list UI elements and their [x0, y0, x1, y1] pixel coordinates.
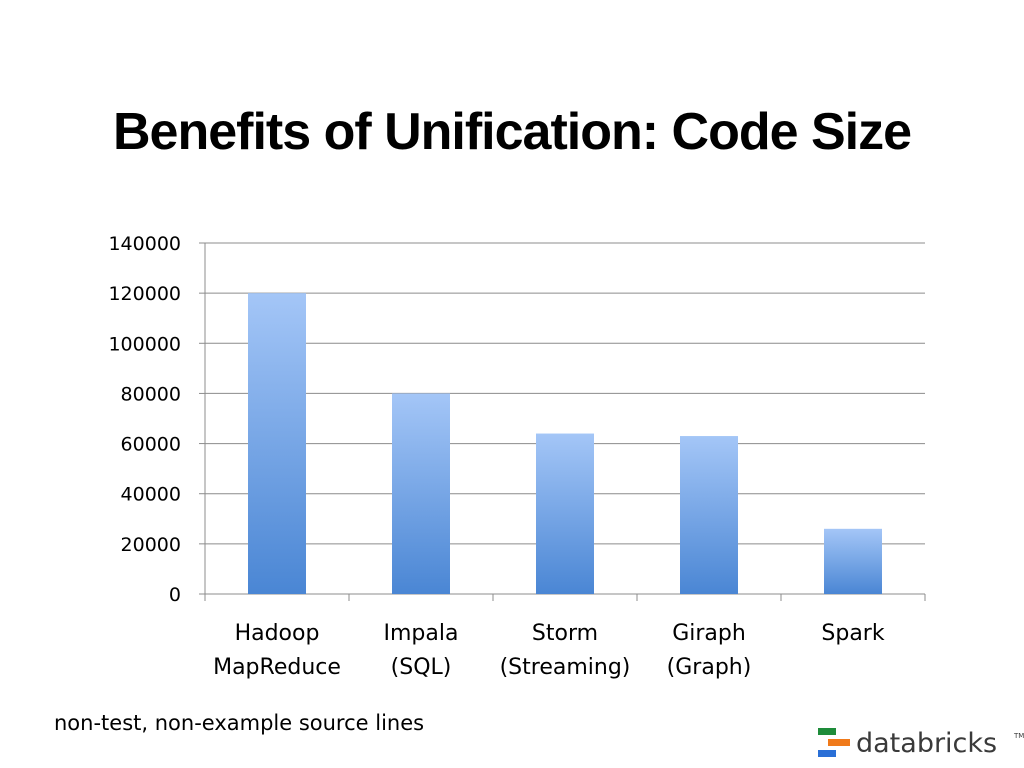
x-tick-label: (Streaming) — [500, 655, 631, 680]
footnote: non-test, non-example source lines — [54, 711, 425, 735]
y-tick-label: 120000 — [108, 283, 181, 305]
y-tick-label: 140000 — [108, 233, 181, 255]
logo-trademark: TM — [1014, 732, 1024, 740]
bar — [392, 393, 450, 594]
databricks-logo-icon — [818, 728, 852, 760]
x-tick-labels: Hadoop MapReduce Impala (SQL) Storm (Streamin… — [213, 621, 885, 680]
bars — [248, 293, 882, 594]
bar-chart: 020000400006000080000100000120000140000 … — [108, 233, 926, 680]
databricks-logo: databricks TM — [818, 724, 1024, 764]
logo-wordmark: databricks — [856, 728, 998, 759]
bar — [536, 433, 594, 594]
y-tick-label: 20000 — [121, 534, 181, 556]
x-tick-label: Impala — [384, 621, 459, 646]
x-tick-label: (Graph) — [667, 655, 752, 680]
x-tick-label: Storm — [532, 621, 598, 646]
bar — [680, 436, 738, 594]
y-tick-label: 0 — [169, 584, 181, 606]
x-tick-label: Giraph — [672, 621, 746, 646]
x-tick-label: MapReduce — [213, 655, 341, 680]
y-tick-label: 80000 — [121, 383, 181, 405]
y-tick-label: 40000 — [121, 484, 181, 506]
slide-title: Benefits of Unification: Code Size — [112, 103, 912, 161]
x-tick-label: (SQL) — [391, 655, 452, 680]
y-tick-label: 60000 — [121, 434, 181, 456]
y-tick-label: 100000 — [108, 333, 181, 355]
x-tick-label: Hadoop — [235, 621, 320, 646]
bar — [248, 293, 306, 594]
bar — [824, 528, 882, 594]
x-tick-label: Spark — [821, 621, 884, 646]
y-tick-labels: 0 20000 40000 60000 80000 100000 120000 140000 — [108, 233, 181, 606]
